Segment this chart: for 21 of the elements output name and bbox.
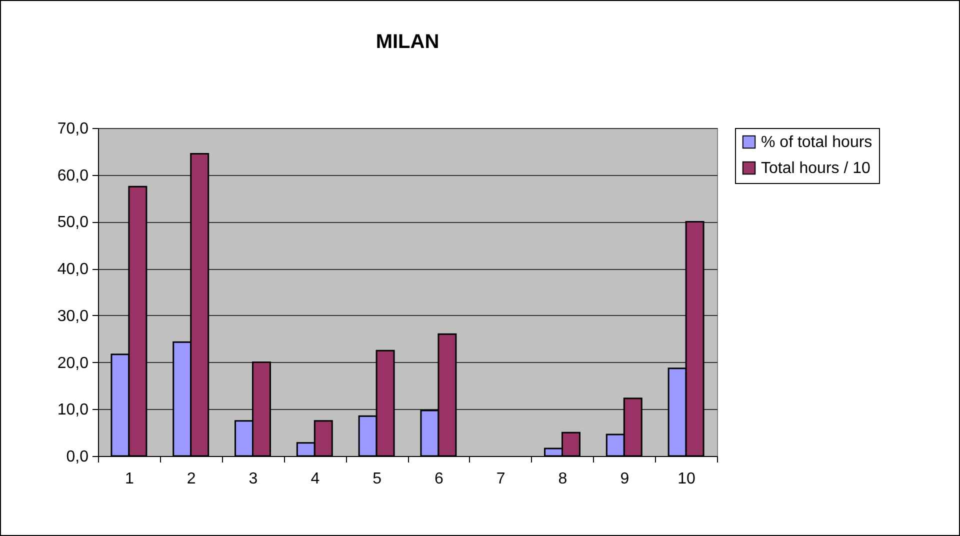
y-tick-label: 60,0 — [57, 167, 89, 184]
x-tick-label: 7 — [496, 470, 506, 488]
x-tick-label: 1 — [124, 470, 134, 488]
x-tick-label: 4 — [310, 470, 320, 488]
y-tick-label: 10,0 — [57, 402, 89, 419]
legend-label: % of total hours — [761, 134, 872, 151]
chart-title: MILAN — [376, 31, 440, 53]
y-tick-label: 30,0 — [57, 308, 89, 325]
x-tick-label: 3 — [248, 470, 258, 488]
x-tick-label: 6 — [434, 470, 444, 488]
x-tick-label: 5 — [372, 470, 382, 488]
y-tick-label: 50,0 — [57, 214, 89, 232]
x-tick-label: 10 — [678, 470, 696, 488]
x-tick-label: 2 — [186, 470, 196, 488]
legend-label: Total hours / 10 — [761, 160, 870, 177]
x-tick-label: 9 — [620, 470, 630, 488]
x-tick-label: 8 — [558, 470, 568, 488]
y-tick-label: 40,0 — [57, 261, 89, 278]
y-tick-label: 0,0 — [66, 448, 89, 466]
y-tick-label: 70,0 — [57, 120, 89, 138]
y-tick-label: 20,0 — [57, 354, 89, 372]
